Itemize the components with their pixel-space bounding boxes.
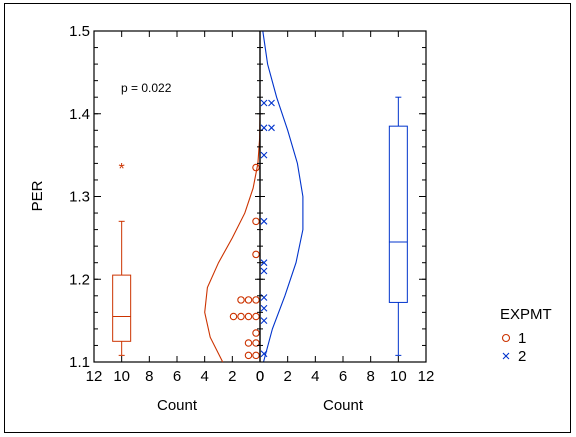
- x-tick-label-right: 2: [283, 368, 291, 385]
- data-points: [229, 99, 275, 360]
- x-tick-label-right: 10: [390, 368, 407, 385]
- point-stroke: [268, 99, 275, 107]
- legend-label-2: 2: [518, 348, 526, 365]
- point-2: [260, 304, 268, 312]
- point-2: [268, 99, 275, 107]
- legend-label-1: 1: [518, 330, 526, 347]
- density-curves: [204, 30, 304, 363]
- x-axis-label-right: Count: [323, 397, 364, 414]
- point-1: [252, 163, 260, 172]
- point-stroke: [260, 99, 268, 107]
- point-stroke: [260, 217, 268, 225]
- legend-title: EXPMT: [500, 306, 552, 323]
- point-stroke: [260, 304, 268, 312]
- x-tick-label-right: 4: [311, 368, 319, 385]
- point-stroke: [268, 124, 275, 132]
- density-curve-1: [204, 113, 261, 363]
- x-axis-label-left: Count: [157, 397, 198, 414]
- x-tick-label-left: 2: [228, 368, 236, 385]
- legend-marker-2: [502, 352, 510, 360]
- x-tick-label-right: 12: [418, 368, 435, 385]
- point-1: [244, 312, 253, 321]
- outlier-1: *: [119, 161, 125, 178]
- x-tick-label-right: 0: [256, 368, 264, 385]
- y-axis-label: PER: [29, 180, 46, 211]
- box-1: [112, 274, 132, 342]
- legend-marker-1: [501, 333, 511, 343]
- point-1: [229, 312, 238, 321]
- point-1: [244, 339, 253, 347]
- point-2: [260, 267, 268, 275]
- point-1: [252, 217, 260, 226]
- point-1: [252, 312, 260, 321]
- box-2: [388, 125, 408, 303]
- point-1: [244, 351, 253, 360]
- legend-marker-stroke: [502, 352, 510, 360]
- point-1: [237, 296, 245, 304]
- x-tick-label-right: 8: [366, 368, 374, 385]
- y-tick-label: 1.2: [69, 271, 90, 288]
- x-tick-label-right: 6: [339, 368, 347, 385]
- y-tick-label: 1.4: [69, 106, 90, 123]
- legend: EXPMT 12: [500, 306, 552, 365]
- point-2: [260, 259, 268, 267]
- point-stroke: [260, 294, 268, 301]
- point-1: [244, 296, 253, 304]
- x-tick-label-left: 10: [113, 368, 130, 385]
- y-tick-label: 1.3: [69, 189, 90, 206]
- point-1: [252, 339, 260, 347]
- x-tick-label-left: 4: [200, 368, 208, 385]
- point-2: [260, 151, 268, 159]
- y-tick-label: 1.5: [69, 23, 90, 40]
- point-2: [260, 350, 268, 358]
- point-stroke: [260, 267, 268, 275]
- y-tick-label: 1.1: [69, 354, 90, 371]
- point-1: [252, 250, 260, 259]
- point-2: [260, 217, 268, 225]
- point-1: [237, 312, 245, 321]
- x-tick-label-left: 8: [145, 368, 153, 385]
- point-2: [268, 124, 275, 132]
- point-1: [252, 351, 260, 360]
- point-2: [260, 317, 268, 325]
- chart-frame: [4, 3, 571, 433]
- axes: 1.11.21.31.41.512 10 8 6 4 2 00 2 4 6 8 10 12: [69, 23, 434, 385]
- x-tick-label-left: 6: [173, 368, 181, 385]
- density-curve-2: [262, 30, 304, 363]
- point-stroke: [260, 317, 268, 325]
- x-tick-label-left: 0: [256, 368, 264, 385]
- point-stroke: [260, 151, 268, 159]
- point-2: [260, 99, 268, 107]
- x-tick-label-left: 12: [86, 368, 103, 385]
- box-plots: *: [112, 96, 408, 356]
- point-1: [252, 296, 260, 304]
- point-stroke: [260, 259, 268, 267]
- point-1: [252, 329, 260, 337]
- point-stroke: [260, 350, 268, 358]
- p-value-annotation: p = 0.022: [121, 81, 172, 95]
